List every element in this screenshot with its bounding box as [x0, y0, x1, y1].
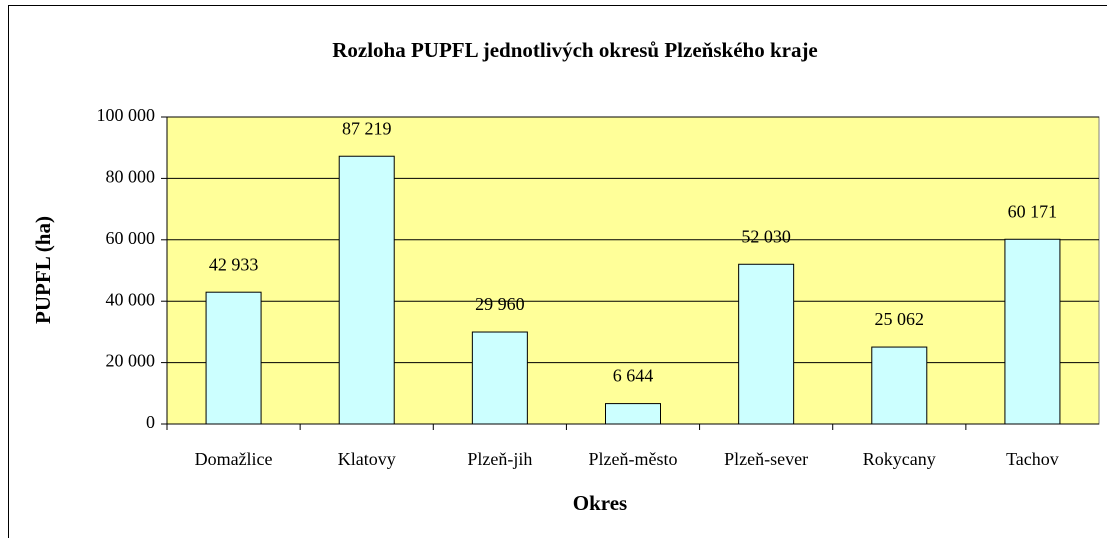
bar — [205, 291, 262, 425]
value-label: 42 933 — [209, 254, 259, 274]
bar — [738, 263, 795, 425]
bar — [1004, 238, 1061, 425]
bar — [871, 346, 928, 425]
x-tick-label: Plzeň-jih — [467, 449, 532, 469]
value-label: 25 062 — [875, 309, 925, 329]
x-axis-label: Okres — [573, 491, 627, 515]
plot-area — [166, 116, 1100, 425]
y-tick-label: 80 000 — [106, 167, 156, 187]
y-tick-label: 40 000 — [106, 289, 156, 309]
x-tick-label: Plzeň-město — [589, 449, 678, 469]
y-tick-label: 60 000 — [106, 228, 156, 248]
chart-title: Rozloha PUPFL jednotlivých okresů Plzeňs… — [332, 38, 818, 62]
bar — [338, 155, 395, 425]
value-label: 52 030 — [741, 226, 791, 246]
x-tick-label: Plzeň-sever — [724, 449, 808, 469]
value-label: 87 219 — [342, 118, 392, 138]
value-label: 60 171 — [1008, 201, 1058, 221]
x-tick-label: Rokycany — [863, 449, 936, 469]
x-tick-label: Tachov — [1006, 449, 1059, 469]
y-tick-label: 20 000 — [106, 351, 156, 371]
x-tick-label: Domažlice — [195, 449, 273, 469]
bar — [605, 403, 661, 425]
x-tick-label: Klatovy — [338, 449, 396, 469]
value-label: 6 644 — [613, 366, 654, 386]
y-tick-label: 0 — [146, 412, 155, 432]
bar — [471, 331, 528, 425]
value-label: 29 960 — [475, 294, 525, 314]
y-tick-label: 100 000 — [97, 105, 156, 125]
y-axis-label: PUPFL (ha) — [31, 216, 55, 324]
